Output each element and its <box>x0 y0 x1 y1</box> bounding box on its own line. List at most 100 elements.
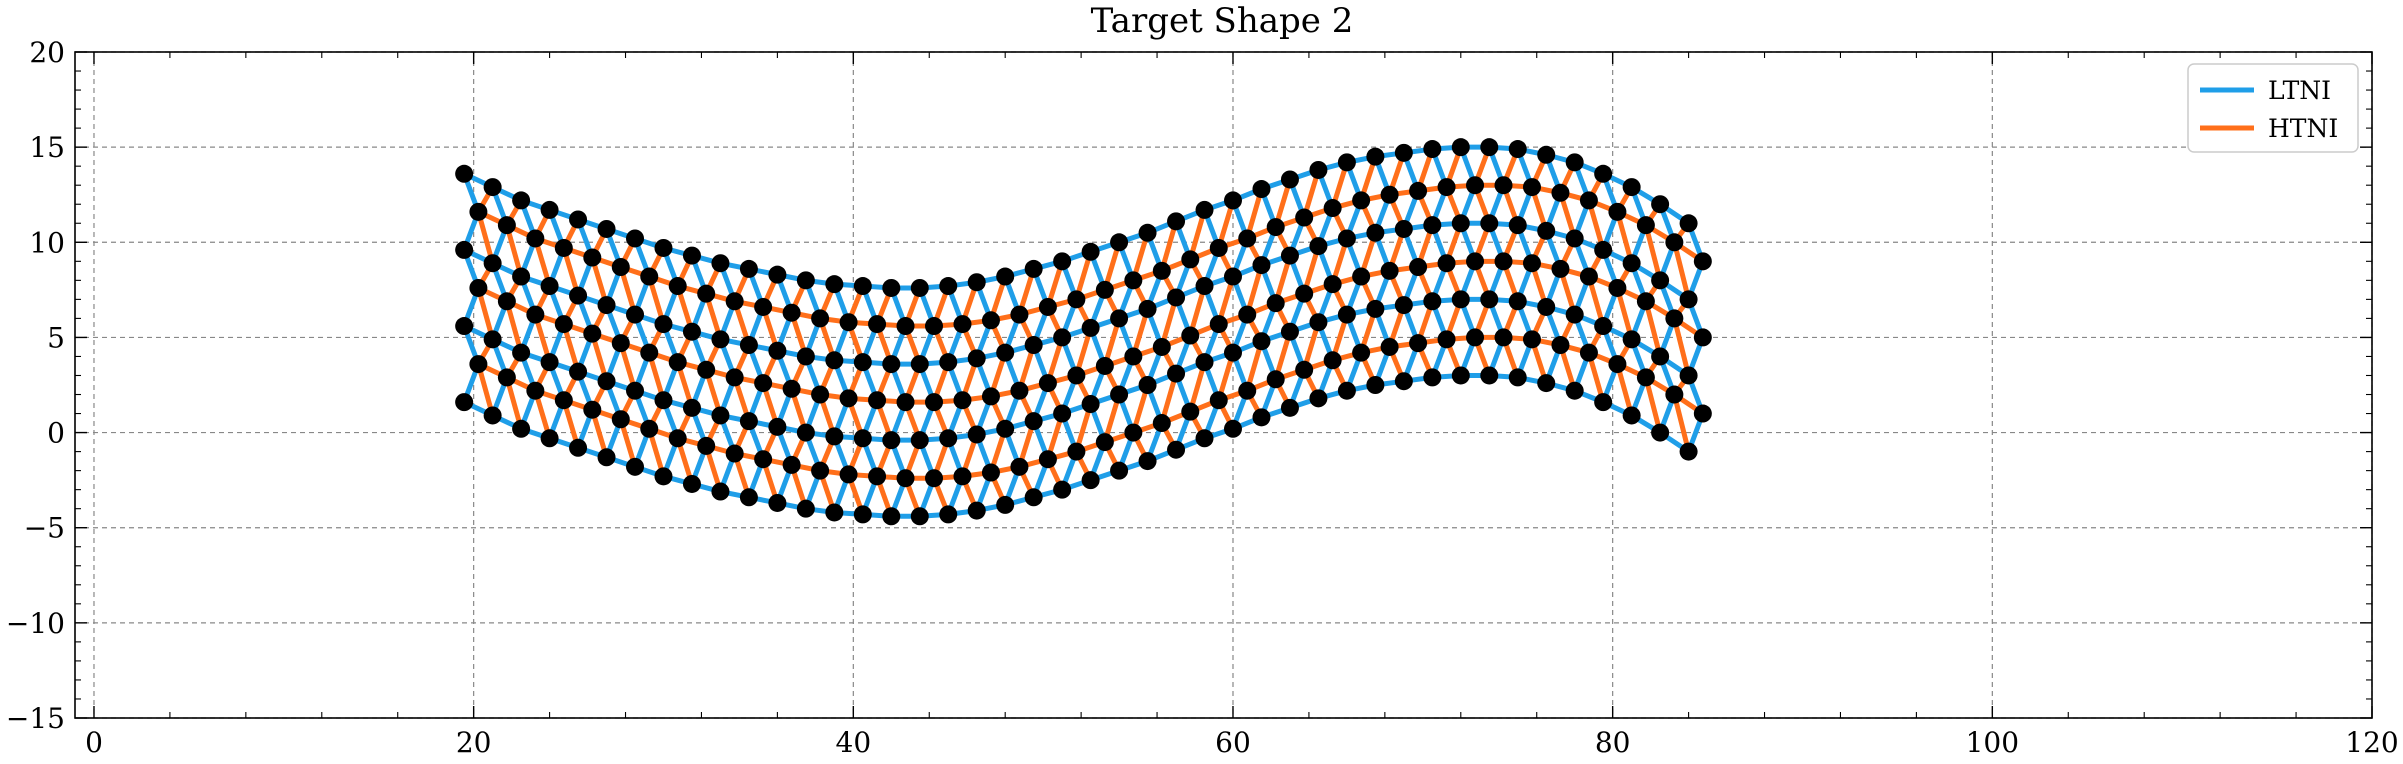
lattice-node <box>1095 356 1114 375</box>
lattice-node <box>1636 292 1655 311</box>
lattice-node <box>1095 280 1114 299</box>
lattice-node <box>1594 317 1613 336</box>
lattice-node <box>1693 404 1712 423</box>
lattice-node <box>1110 233 1129 252</box>
lattice-node <box>1508 140 1527 159</box>
lattice-node <box>711 406 730 425</box>
lattice-node <box>839 313 858 332</box>
lattice-node <box>1238 381 1257 400</box>
lattice-node <box>1053 252 1072 271</box>
lattice-node <box>996 267 1015 286</box>
lattice-node <box>996 495 1015 514</box>
lattice-node <box>811 385 830 404</box>
lattice-node <box>1024 488 1043 507</box>
lattice-node <box>1679 366 1698 385</box>
lattice-node <box>1010 457 1029 476</box>
lattice-edge <box>1671 315 1692 378</box>
lattice-node <box>569 210 588 229</box>
lattice-node <box>711 482 730 501</box>
lattice-node <box>768 341 787 360</box>
x-tick-label: 80 <box>1595 726 1631 759</box>
lattice-node <box>1608 278 1627 297</box>
lattice-node <box>626 457 645 476</box>
lattice-edge <box>1671 239 1692 302</box>
lattice-node <box>554 238 573 257</box>
lattice-node <box>1693 252 1712 271</box>
lattice-node <box>1209 238 1228 257</box>
lattice-node <box>1038 374 1057 393</box>
lattice-node <box>1024 259 1043 278</box>
lattice-node <box>839 389 858 408</box>
lattice-node <box>1309 313 1328 332</box>
lattice-node <box>1437 178 1456 197</box>
lattice-node <box>1038 297 1057 316</box>
lattice-node <box>953 391 972 410</box>
lattice-node <box>1679 290 1698 309</box>
lattice-node <box>910 355 929 374</box>
lattice-node <box>611 410 630 429</box>
lattice-node <box>910 431 929 450</box>
lattice-node <box>739 412 758 431</box>
lattice-node <box>497 292 516 311</box>
y-tick-label: 0 <box>47 417 65 450</box>
lattice-node <box>1579 191 1598 210</box>
lattice-node <box>1594 393 1613 412</box>
lattice-node <box>967 425 986 444</box>
lattice-node <box>626 381 645 400</box>
lattice-node <box>1209 391 1228 410</box>
lattice-node <box>597 448 616 467</box>
legend-label: HTNI <box>2268 114 2338 143</box>
lattice-node <box>1651 195 1670 214</box>
lattice-node <box>1252 180 1271 199</box>
lattice-node <box>469 202 488 221</box>
lattice-node <box>910 278 929 297</box>
lattice-node <box>611 334 630 353</box>
lattice-node <box>782 455 801 474</box>
lattice-node <box>1209 315 1228 334</box>
lattice-node <box>1437 254 1456 273</box>
lattice-node <box>825 427 844 446</box>
lattice-node <box>1565 381 1584 400</box>
lattice-node <box>1522 178 1541 197</box>
lattice-node <box>882 431 901 450</box>
lattice-node <box>1323 199 1342 218</box>
lattice-node <box>1409 181 1428 200</box>
lattice-node <box>512 419 531 438</box>
lattice-node <box>1337 229 1356 248</box>
chart-title: Target Shape 2 <box>1091 1 1354 41</box>
lattice-node <box>1138 223 1157 242</box>
lattice-node <box>939 429 958 448</box>
lattice-node <box>1323 275 1342 294</box>
lattice-node <box>1252 256 1271 275</box>
lattice-node <box>1053 480 1072 499</box>
lattice-node <box>1352 191 1371 210</box>
lattice-node <box>1337 305 1356 324</box>
lattice-node <box>1480 290 1499 309</box>
lattice-node <box>953 467 972 486</box>
lattice-node <box>1110 309 1129 328</box>
lattice-node <box>1480 214 1499 233</box>
lattice-node <box>896 469 915 488</box>
lattice-node <box>497 216 516 235</box>
lattice-node <box>1138 299 1157 318</box>
lattice-node <box>455 393 474 412</box>
lattice-node <box>768 417 787 436</box>
y-tick-label: −10 <box>6 607 65 640</box>
lattice-node <box>896 393 915 412</box>
lattice-node <box>611 258 630 277</box>
lattice-node <box>640 419 659 438</box>
lattice-node <box>1594 164 1613 183</box>
lattice-node <box>725 292 744 311</box>
lattice-node <box>1138 376 1157 394</box>
lattice-node <box>967 349 986 368</box>
lattice-node <box>1110 385 1129 404</box>
lattice-node <box>754 374 773 393</box>
lattice-node <box>1067 366 1086 385</box>
lattice-node <box>853 505 872 524</box>
lattice-node <box>1551 336 1570 355</box>
lattice-node <box>1466 176 1485 195</box>
lattice-node <box>1665 385 1684 404</box>
lattice-node <box>1152 337 1171 356</box>
lattice-node <box>1067 290 1086 309</box>
